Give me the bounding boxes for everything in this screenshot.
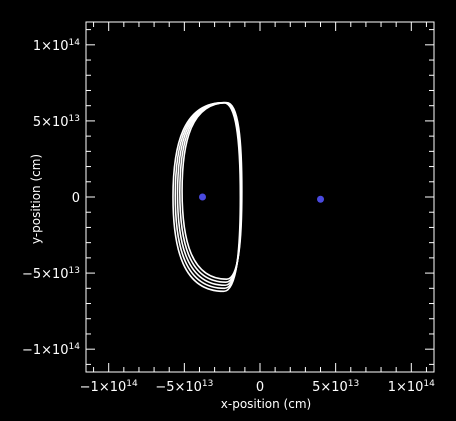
y-tick-label: 5×1013 bbox=[33, 114, 80, 130]
x-axis-title: x-position (cm) bbox=[221, 397, 311, 411]
x-tick-label: −1×1014 bbox=[80, 379, 138, 395]
tick-labels-layer: −1×1014 −5×1013 0 5×1013 1×1014 1×1014 5×1013 0… bbox=[22, 38, 435, 395]
y-axis-title: y-position (cm) bbox=[29, 154, 43, 244]
y-tick-label: −1×1014 bbox=[22, 342, 80, 358]
x-tick-label: 0 bbox=[256, 380, 264, 395]
y-tick-label: 0 bbox=[72, 191, 80, 206]
y-tick-label: 1×1014 bbox=[33, 38, 80, 54]
y-tick-label: −5×1013 bbox=[22, 266, 80, 282]
x-tick-label: −5×1013 bbox=[155, 379, 213, 395]
star-point bbox=[317, 195, 325, 203]
orbit-layer bbox=[172, 101, 243, 293]
star-point bbox=[199, 193, 207, 201]
ticks-layer bbox=[86, 22, 434, 372]
x-tick-label: 1×1014 bbox=[388, 379, 435, 395]
points-layer bbox=[199, 193, 325, 203]
orbit-loop bbox=[172, 101, 242, 293]
x-tick-label: 5×1013 bbox=[312, 379, 359, 395]
